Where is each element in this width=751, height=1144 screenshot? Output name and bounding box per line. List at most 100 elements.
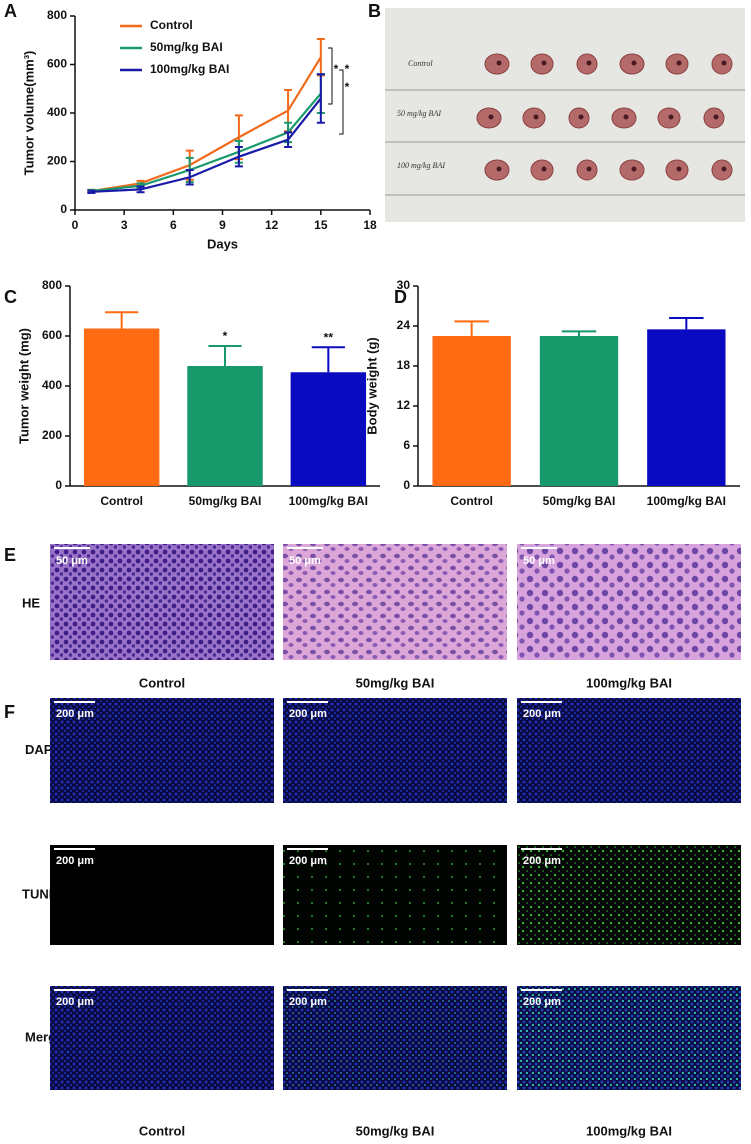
fluorescence-image bbox=[50, 986, 274, 1090]
error-bar bbox=[136, 185, 145, 194]
legend-label: 50mg/kg BAI bbox=[150, 40, 223, 54]
error-bar bbox=[234, 145, 243, 168]
error-bar bbox=[669, 317, 704, 330]
y-tick-label: 30 bbox=[397, 278, 411, 292]
tumor-spot bbox=[586, 60, 592, 66]
y-tick-label: 12 bbox=[397, 398, 411, 412]
significance-mark: * bbox=[223, 329, 228, 343]
y-tick-label: 24 bbox=[397, 318, 411, 332]
bar bbox=[290, 372, 367, 486]
x-tick-label: 50mg/kg BAI bbox=[543, 494, 616, 508]
series-line bbox=[91, 92, 322, 193]
panel-label: E bbox=[4, 545, 16, 565]
tumor-spot bbox=[578, 114, 584, 120]
error-bar bbox=[87, 189, 96, 195]
scale-bar-label: 200 μm bbox=[289, 996, 327, 1008]
bar bbox=[647, 329, 726, 486]
scale-bar-label: 200 μm bbox=[289, 708, 327, 720]
error-bar bbox=[208, 345, 242, 366]
y-axis-label: Tumor weight (mg) bbox=[16, 328, 31, 444]
tumor-spot bbox=[631, 166, 637, 172]
significance-bracket bbox=[328, 47, 344, 135]
y-tick-label: 6 bbox=[403, 438, 410, 452]
photo-row-label: Control bbox=[408, 59, 433, 68]
tumor-spot bbox=[496, 60, 502, 66]
legend-label: 100mg/kg BAI bbox=[150, 62, 229, 76]
x-tick-label: 0 bbox=[72, 218, 79, 232]
tumor-spot bbox=[541, 60, 547, 66]
fluorescence-image bbox=[283, 698, 507, 803]
error-bar bbox=[185, 168, 194, 186]
y-tick-label: 600 bbox=[42, 328, 62, 342]
panel-label: A bbox=[4, 1, 17, 21]
scale-bar-label: 50 μm bbox=[523, 555, 555, 567]
column-label: Control bbox=[139, 1123, 185, 1138]
error-bar bbox=[284, 131, 293, 148]
panel-label: F bbox=[4, 702, 15, 722]
scale-bar-label: 200 μm bbox=[523, 996, 561, 1008]
he-image bbox=[517, 544, 741, 660]
bar bbox=[187, 366, 263, 486]
column-label: 100mg/kg BAI bbox=[586, 1123, 672, 1138]
error-bar bbox=[105, 311, 139, 329]
y-tick-label: 0 bbox=[55, 478, 62, 492]
column-label: 100mg/kg BAI bbox=[586, 675, 672, 690]
significance-mark: * bbox=[334, 62, 339, 76]
tumor-spot bbox=[631, 60, 637, 66]
x-tick-label: 100mg/kg BAI bbox=[647, 494, 726, 508]
fluorescence-image bbox=[283, 845, 507, 945]
column-label: 50mg/kg BAI bbox=[356, 1123, 435, 1138]
y-tick-label: 600 bbox=[47, 57, 67, 71]
tumor-spot bbox=[676, 166, 682, 172]
row-label: DAPI bbox=[25, 742, 56, 757]
series-line bbox=[91, 56, 322, 193]
tumor-spot bbox=[713, 114, 719, 120]
significance-mark: * bbox=[345, 62, 350, 76]
panel-label: D bbox=[394, 287, 407, 307]
tumor-spot bbox=[676, 60, 682, 66]
scale-bar-label: 200 μm bbox=[523, 708, 561, 720]
tumor-spot bbox=[533, 114, 539, 120]
scale-bar-label: 50 μm bbox=[56, 555, 88, 567]
y-tick-label: 800 bbox=[42, 278, 62, 292]
photo-row-label: 50 mg/kg BAI bbox=[397, 109, 441, 118]
fluorescence-image bbox=[283, 986, 507, 1090]
scale-bar-label: 200 μm bbox=[56, 855, 94, 867]
x-tick-label: 100mg/kg BAI bbox=[289, 494, 368, 508]
column-label: 50mg/kg BAI bbox=[356, 675, 435, 690]
x-tick-label: 18 bbox=[363, 218, 377, 232]
error-bar bbox=[561, 330, 597, 336]
fluorescence-image bbox=[50, 698, 274, 803]
row-label: HE bbox=[22, 595, 40, 610]
x-tick-label: 9 bbox=[219, 218, 226, 232]
legend-label: Control bbox=[150, 18, 193, 32]
fluorescence-image bbox=[517, 698, 741, 803]
y-tick-label: 18 bbox=[397, 358, 411, 372]
column-label: Control bbox=[139, 675, 185, 690]
series-line bbox=[91, 97, 322, 193]
scale-bar-label: 200 μm bbox=[56, 708, 94, 720]
y-tick-label: 0 bbox=[60, 202, 67, 216]
bar bbox=[83, 328, 160, 486]
tumor-spot bbox=[496, 166, 502, 172]
scale-bar-label: 200 μm bbox=[289, 855, 327, 867]
he-image bbox=[50, 544, 274, 660]
significance-mark: * bbox=[345, 80, 350, 94]
fluorescence-image bbox=[517, 986, 741, 1090]
tumor-spot bbox=[488, 114, 494, 120]
x-tick-label: 12 bbox=[265, 218, 279, 232]
tumor-photo bbox=[385, 8, 745, 222]
x-tick-label: 50mg/kg BAI bbox=[189, 494, 262, 508]
x-tick-label: 15 bbox=[314, 218, 328, 232]
bar bbox=[432, 336, 511, 486]
scale-bar-label: 200 μm bbox=[56, 996, 94, 1008]
y-tick-label: 200 bbox=[42, 428, 62, 442]
x-tick-label: Control bbox=[450, 494, 493, 508]
y-axis-label: Body weight (g) bbox=[364, 337, 379, 435]
error-bar bbox=[316, 38, 325, 77]
bar bbox=[539, 336, 619, 486]
he-image bbox=[283, 544, 507, 660]
x-tick-label: 6 bbox=[170, 218, 177, 232]
tumor-spot bbox=[541, 166, 547, 172]
